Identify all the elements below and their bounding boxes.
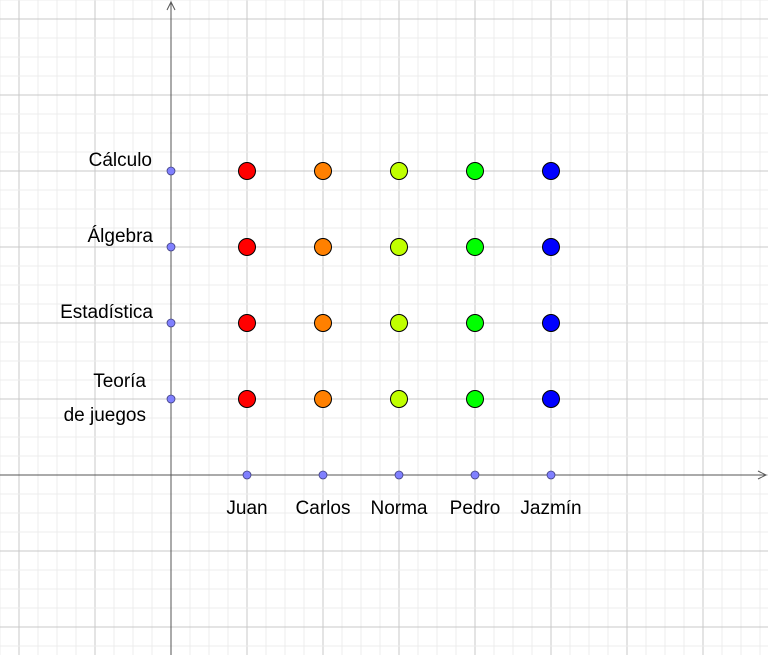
point-norma-calculo <box>390 162 408 180</box>
point-juan-algebra <box>238 238 256 256</box>
y-label-algebra: Álgebra <box>88 226 154 247</box>
y-axis-marker-estadistica <box>166 318 176 328</box>
x-axis-arrow <box>757 470 768 480</box>
point-juan-calculo <box>238 162 256 180</box>
axis-labels: Juan Carlos Norma Pedro Jazmín Teoría de juego… <box>60 150 582 519</box>
point-norma-algebra <box>390 238 408 256</box>
x-label-jazmin: Jazmín <box>520 498 581 519</box>
y-label-calculo: Cálculo <box>89 150 152 171</box>
axis-markers <box>166 166 556 480</box>
point-juan-estadistica <box>238 314 256 332</box>
y-label-teoria-line-2: de juegos <box>64 405 146 426</box>
point-carlos-calculo <box>314 162 332 180</box>
point-pedro-algebra <box>466 238 484 256</box>
point-jazmin-calculo <box>542 162 560 180</box>
point-jazmin-teoria-de-juegos <box>542 390 560 408</box>
x-label-juan: Juan <box>226 498 267 519</box>
point-pedro-calculo <box>466 162 484 180</box>
x-axis-marker-norma <box>394 470 404 480</box>
data-points <box>238 162 560 408</box>
point-carlos-estadistica <box>314 314 332 332</box>
x-label-pedro: Pedro <box>450 498 501 519</box>
point-jazmin-estadistica <box>542 314 560 332</box>
x-label-norma: Norma <box>370 498 427 519</box>
y-axis-marker-algebra <box>166 242 176 252</box>
x-axis-marker-juan <box>242 470 252 480</box>
y-label-teoria-line-1: Teoría <box>93 371 146 392</box>
y-axis-marker-calculo <box>166 166 176 176</box>
x-axis-marker-carlos <box>318 470 328 480</box>
y-label-estadistica: Estadística <box>60 302 153 323</box>
point-norma-teoria-de-juegos <box>390 390 408 408</box>
x-label-carlos: Carlos <box>296 498 351 519</box>
point-norma-estadistica <box>390 314 408 332</box>
y-axis-marker-teoria <box>166 394 176 404</box>
point-carlos-algebra <box>314 238 332 256</box>
y-axis-arrow <box>166 0 176 11</box>
point-pedro-teoria-de-juegos <box>466 390 484 408</box>
x-axis-marker-pedro <box>470 470 480 480</box>
point-carlos-teoria-de-juegos <box>314 390 332 408</box>
point-juan-teoria-de-juegos <box>238 390 256 408</box>
point-pedro-estadistica <box>466 314 484 332</box>
x-axis-marker-jazmin <box>546 470 556 480</box>
point-jazmin-algebra <box>542 238 560 256</box>
